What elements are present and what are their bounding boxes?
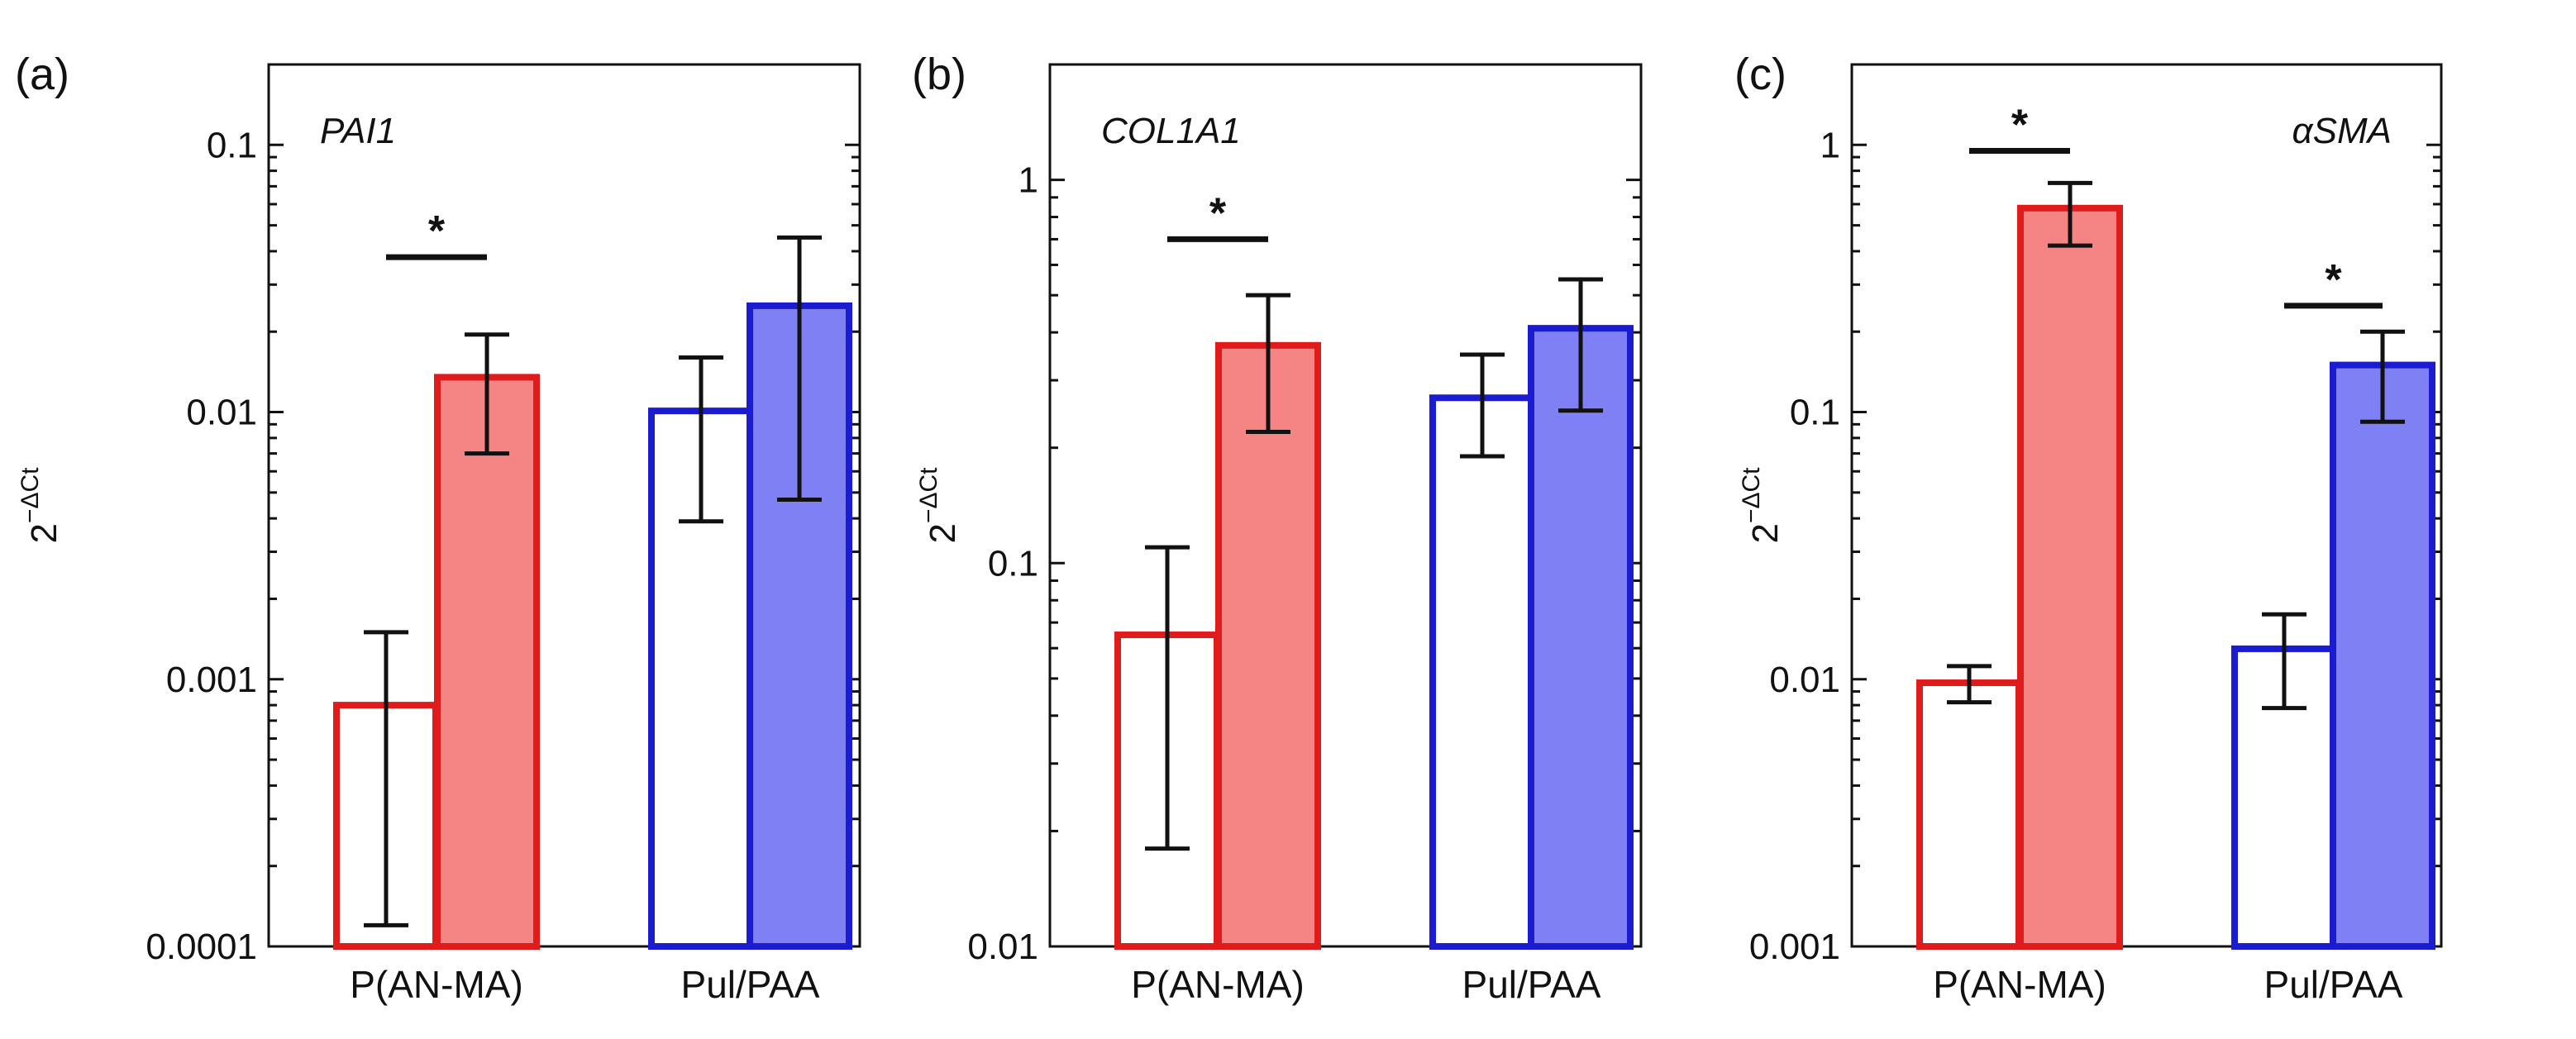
y-tick-label: 0.001 [1749,927,1840,967]
y-tick-label: 0.1 [1790,393,1840,433]
panel-b: (b) 0.01 0.1 1 2−ΔCt COL1A1 P(AN-MA) Pul/PAA * [912,50,1643,1006]
bar-P(AN-MA)-outline [1916,679,2022,950]
panel-a: (a) 0.0001 0.001 0.01 0.1 2−ΔCt PAI1 P(AN-MA) Pu… [15,50,861,1006]
bar-P(AN-MA)-filled [1215,341,1321,950]
panel-label: (a) [15,50,69,99]
y-axis-label: 2−ΔCt [17,467,64,544]
x-category-label: Pul/PAA [681,963,820,1006]
x-category-label: Pul/PAA [2264,963,2403,1006]
y-tick-label: 0.001 [166,660,257,700]
plot-frame [267,63,861,948]
gene-label: PAI1 [320,111,396,151]
bar-Pul/PAA-outline [1429,394,1535,950]
panel-label: (b) [912,50,966,99]
x-category-label: P(AN-MA) [1131,963,1305,1006]
bar-Pul/PAA-filled [2330,361,2435,950]
y-tick-label: 0.1 [207,125,257,165]
y-tick-label: 0.01 [1769,660,1840,700]
bar-P(AN-MA)-filled [2017,204,2123,951]
significance-star: * [1209,189,1227,237]
y-tick-label: 1 [1018,160,1038,201]
plot-frame [1048,63,1643,948]
bar-P(AN-MA)-filled [434,374,540,951]
significance-star: * [2011,102,2029,150]
plot-frame [1850,63,2443,948]
bar-Pul/PAA-filled [1528,325,1634,950]
y-axis-label: 2−ΔCt [915,467,963,544]
x-category-label: P(AN-MA) [1933,963,2106,1006]
y-tick-label: 1 [1820,125,1840,165]
y-tick-label: 0.1 [988,543,1038,584]
x-category-label: P(AN-MA) [350,963,523,1006]
gene-label: COL1A1 [1101,111,1241,151]
x-category-label: Pul/PAA [1462,963,1601,1006]
y-tick-label: 0.01 [967,927,1038,967]
gene-label: αSMA [2292,111,2392,151]
significance-star: * [2325,256,2342,304]
y-tick-label: 0.0001 [145,927,257,967]
panel-label: (c) [1734,50,1787,99]
y-tick-label: 0.01 [186,393,257,433]
panel-c: (c) 0.001 0.01 0.1 1 2−ΔCt αSMA P(AN-MA) Pul/PAA… [1734,50,2443,1006]
y-axis-label: 2−ΔCt [1738,467,1786,544]
significance-star: * [428,207,446,255]
